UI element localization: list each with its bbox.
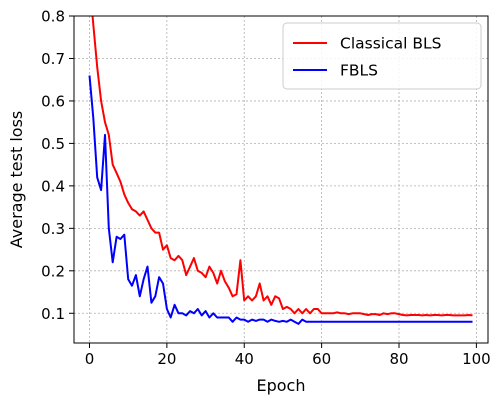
y-tick-label: 0.2	[41, 262, 65, 280]
x-tick-label: 100	[462, 350, 491, 368]
series-line-fbls	[88, 75, 473, 325]
legend-label-classical-bls: Classical BLS	[340, 35, 441, 53]
y-axis-label: Average test loss	[7, 111, 26, 249]
legend: Classical BLS FBLS	[282, 22, 482, 90]
x-tick-label: 0	[85, 350, 95, 368]
x-tick-label: 60	[312, 350, 331, 368]
y-tick-label: 0.5	[41, 135, 65, 153]
y-tick-label: 0.1	[41, 305, 65, 323]
y-tick-label: 0.8	[41, 8, 65, 26]
axis-ticks: 0 20 40 60 80 100 0.1 0.2 0.3 0.4 0.5 0.6 0.7 0.8	[41, 8, 491, 369]
x-tick-label: 80	[389, 350, 408, 368]
x-tick-label: 40	[235, 350, 254, 368]
x-tick-label: 20	[157, 350, 176, 368]
legend-box	[282, 22, 482, 90]
y-tick-label: 0.6	[41, 92, 65, 110]
y-tick-label: 0.4	[41, 177, 65, 195]
series-group	[88, 16, 473, 325]
y-tick-label: 0.3	[41, 220, 65, 238]
series-line-classical-bls	[91, 16, 473, 317]
legend-label-fbls: FBLS	[340, 62, 378, 80]
plot-frame	[73, 15, 489, 344]
grid	[74, 15, 488, 343]
x-axis-label: Epoch	[257, 376, 306, 395]
y-tick-label: 0.7	[41, 50, 65, 68]
